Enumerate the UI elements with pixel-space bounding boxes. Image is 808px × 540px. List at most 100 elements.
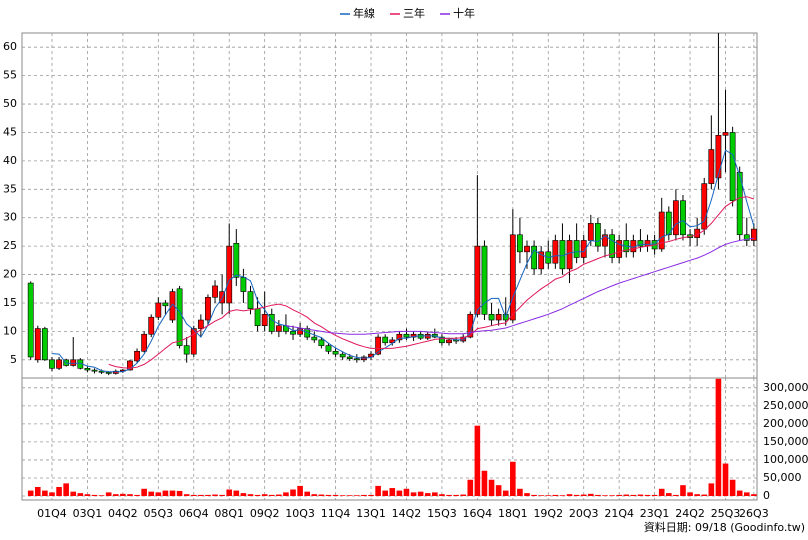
volume-bar [49,492,55,496]
volume-bar [105,492,112,496]
volume-bar [630,494,637,496]
candle-body [190,328,197,355]
candle-body [460,336,467,342]
candle-body [708,149,715,184]
y-tick-label: 50 [3,97,17,110]
y2-tick-label: 50,000 [763,471,802,484]
candle-body [602,234,608,247]
volume-bar [602,495,608,496]
volume-bar [304,491,311,496]
volume-bar [311,494,318,496]
candle-body [197,319,204,329]
candle-body [410,333,417,338]
ma-line [51,149,755,373]
candle-body [70,359,77,366]
y-tick-label: 45 [3,125,17,138]
volume-bar [517,488,523,496]
x-tick-label: 26Q3 [739,507,769,520]
candle-body [183,345,190,355]
candle-body [701,183,708,230]
volume-bar [283,492,289,496]
y-tick-label: 15 [3,296,17,309]
x-tick-label: 01Q4 [37,507,67,520]
volume-bar [389,488,396,496]
candle-body [446,339,452,344]
volume-bar [268,494,275,496]
candle-body [353,358,360,361]
candle-body [127,360,133,371]
ma-line [108,196,755,369]
candle-body [616,240,623,258]
candle-body [637,240,644,247]
volume-bar [42,490,48,496]
volume-bar [162,490,169,496]
volume-bar [361,494,367,496]
candle-body [290,331,296,335]
volume-bar [254,494,261,496]
y-tick-label: 20 [3,268,17,281]
candle-body [98,370,105,373]
candle-body [474,245,481,315]
volume-bar [432,492,438,496]
volume-bar [27,490,34,496]
volume-bar [644,494,651,496]
volume-bar [240,493,247,496]
candle-body [382,336,389,344]
volume-bar [219,494,225,496]
volume-bar [77,493,84,496]
candle-body [439,336,445,344]
volume-bar [205,494,211,496]
candle-body [247,291,254,309]
candle-body [325,345,332,352]
volume-bar [502,490,509,496]
volume-bar [736,490,743,496]
volume-bar [580,494,587,496]
volume-bar [212,494,218,496]
volume-bar [680,485,686,496]
volume-bar [56,486,62,496]
volume-bar [198,494,204,496]
candle-body [736,171,743,236]
volume-bar [297,485,303,496]
candle-body [297,328,304,335]
candle-body [339,353,346,358]
volume-bar [325,494,332,496]
candle-body [644,240,651,247]
volume-bar [141,488,147,496]
legend-label: 三年 [403,6,425,20]
candle-body [268,314,275,332]
volume-bar [715,378,722,496]
volume-bar [318,494,325,496]
candle-body [495,314,502,321]
volume-bar [481,470,488,496]
x-tick-label: 04Q2 [108,507,138,520]
volume-bar [382,490,388,496]
candle-body [41,328,48,361]
volume-bar [261,494,268,496]
candle-body [105,372,112,374]
candle-body [155,302,162,318]
volume-bar [332,494,339,496]
candle-body [318,339,325,346]
volume-bar [552,494,559,496]
volume-bar [169,490,176,496]
volume-bar [751,494,757,496]
y-tick-label: 25 [3,239,17,252]
candle-body [134,350,140,362]
candle-body [609,234,615,258]
y-tick-label: 40 [3,154,17,167]
candle-body [212,285,218,298]
candle-body [332,350,339,355]
candle-body [743,234,750,241]
candle-body [658,211,665,250]
y2-tick-label: 100,000 [763,453,808,466]
volume-bar [148,491,155,496]
y-tick-label: 10 [3,324,17,337]
volume-bar [510,461,516,496]
volume-bar [98,495,105,496]
volume-bar [368,494,374,496]
volume-bar [424,493,431,496]
volume-bar [460,494,466,496]
volume-bar [595,494,601,496]
volume-bar [573,494,580,496]
